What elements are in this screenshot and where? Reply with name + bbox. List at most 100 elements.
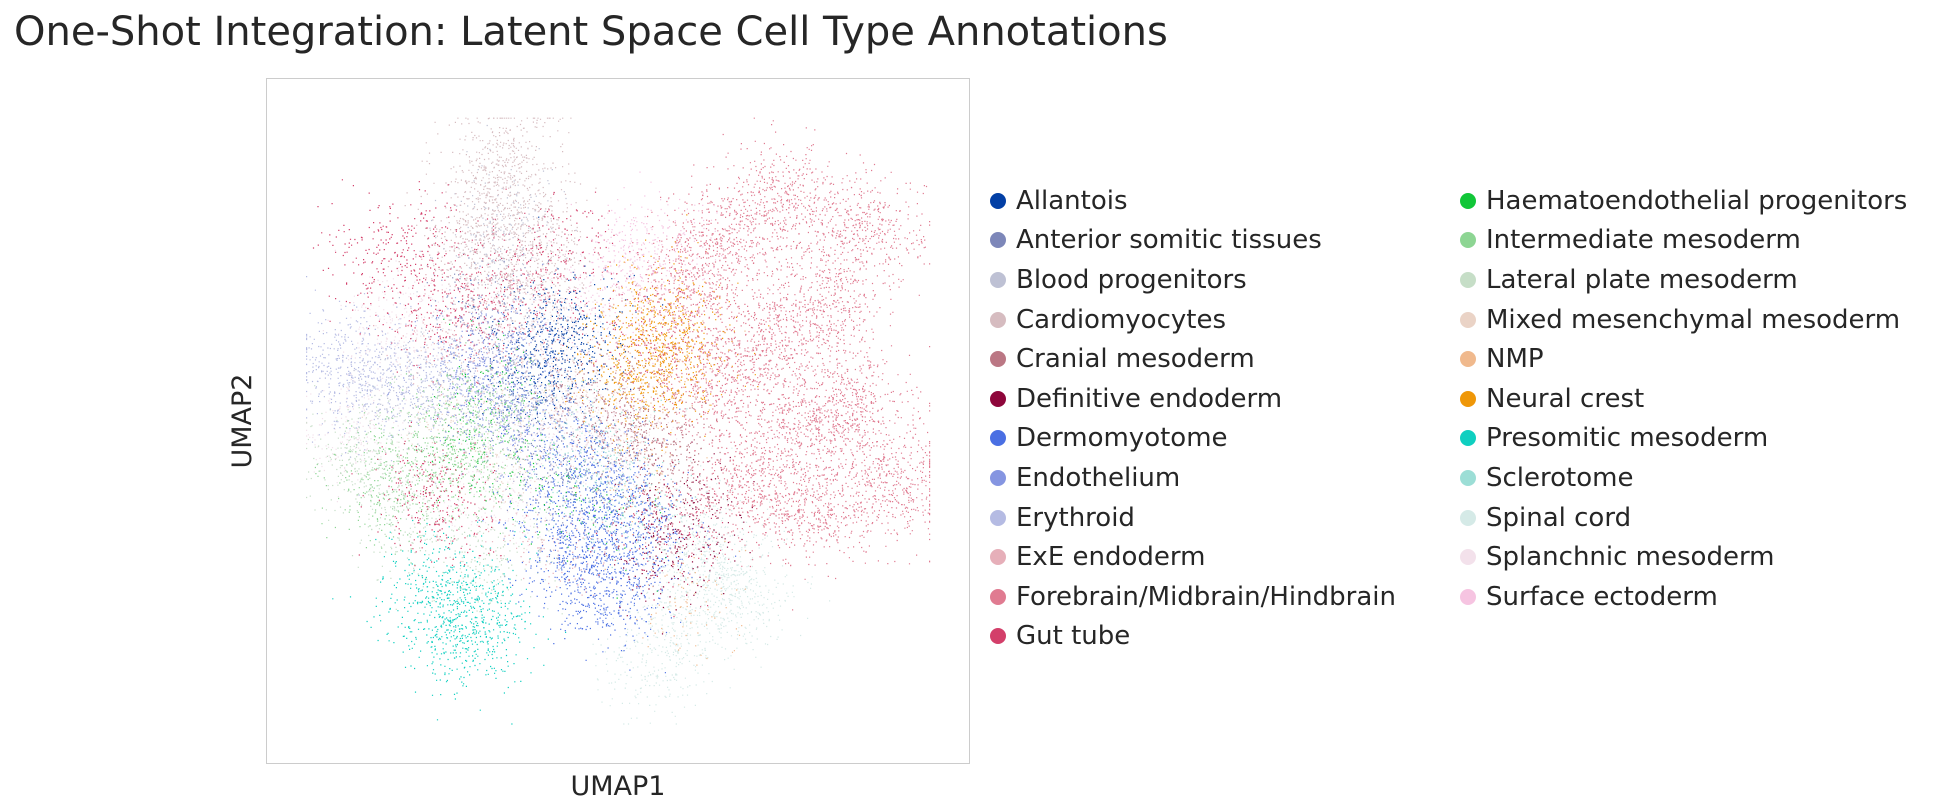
legend-label: Sclerotome xyxy=(1486,462,1634,493)
chart-title: One-Shot Integration: Latent Space Cell … xyxy=(14,9,1168,55)
legend-item: Lateral plate mesoderm xyxy=(1460,260,1907,300)
legend-label: Presomitic mesoderm xyxy=(1486,423,1769,454)
scatter-points-spinal-cord xyxy=(658,518,831,668)
scatter-points-gut-tube xyxy=(359,245,507,410)
legend-label: Blood progenitors xyxy=(1016,264,1247,295)
legend-item: Blood progenitors xyxy=(990,260,1396,300)
legend-item: Neural crest xyxy=(1460,379,1907,419)
legend-marker xyxy=(990,192,1006,209)
scatter-points-cranial-mesoderm xyxy=(553,369,718,528)
legend-item: Endothelium xyxy=(990,458,1396,498)
legend-marker xyxy=(1460,509,1476,526)
scatter-points-blood-progenitors xyxy=(435,124,577,281)
scatter-points-lateral-plate-mesoderm xyxy=(419,495,563,615)
scatter-points-cardiomyocytes xyxy=(421,117,572,254)
legend-item: Erythroid xyxy=(990,498,1396,538)
x-axis-label: UMAP1 xyxy=(570,771,666,802)
scatter-points-presomitic-mesoderm xyxy=(402,552,567,725)
scatter-points-endothelium xyxy=(445,354,609,483)
scatter-points-cranial-mesoderm xyxy=(529,337,678,474)
scatter-points-dermomyotome xyxy=(503,504,679,674)
legend-item: Cardiomyocytes xyxy=(990,300,1396,340)
legend-marker xyxy=(1460,549,1476,566)
legend-label: Neural crest xyxy=(1486,383,1645,414)
scatter-points-mixed-mesenchymal-mesoderm xyxy=(490,286,637,444)
legend-item: Haematoendothelial progenitors xyxy=(1460,181,1907,221)
scatter-points-cardiomyocytes xyxy=(461,158,597,296)
legend-item: Presomitic mesoderm xyxy=(1460,419,1907,459)
legend-marker xyxy=(1460,588,1476,605)
scatter-points-forebrain-midbrain-hindbrain xyxy=(642,272,844,466)
legend-label: Forebrain/Midbrain/Hindbrain xyxy=(1016,581,1396,612)
scatter-points-dermomyotome xyxy=(478,486,657,649)
scatter-points-lateral-plate-mesoderm xyxy=(306,381,435,518)
legend-marker xyxy=(1460,430,1476,447)
scatter-points-spinal-cord xyxy=(659,514,786,637)
legend-marker xyxy=(990,232,1006,249)
legend-label: Cardiomyocytes xyxy=(1016,304,1226,335)
legend-marker xyxy=(1460,192,1476,209)
umap-scatter xyxy=(306,117,931,725)
legend-marker xyxy=(1460,232,1476,249)
scatter-points-allantois xyxy=(492,291,626,442)
scatter-points-neural-crest xyxy=(580,255,726,433)
legend-item: Definitive endoderm xyxy=(990,379,1396,419)
legend-label: Mixed mesenchymal mesoderm xyxy=(1486,304,1901,335)
legend-label: Splanchnic mesoderm xyxy=(1486,542,1775,573)
legend-item: Forebrain/Midbrain/Hindbrain xyxy=(990,577,1396,617)
legend-item: Dermomyotome xyxy=(990,419,1396,459)
legend-label: Endothelium xyxy=(1016,462,1181,493)
scatter-points-surface-ectoderm xyxy=(580,171,731,313)
legend-item: Intermediate mesoderm xyxy=(1460,221,1907,261)
legend-item: Anterior somitic tissues xyxy=(990,221,1396,261)
legend-marker xyxy=(1460,271,1476,288)
legend-column-1: Allantois Anterior somitic tissues Blood p… xyxy=(990,181,1396,656)
scatter-points-forebrain-midbrain-hindbrain xyxy=(647,174,811,355)
scatter-points-gut-tube xyxy=(312,179,437,344)
legend-marker xyxy=(990,509,1006,526)
legend-item: Sclerotome xyxy=(1460,458,1907,498)
legend-marker xyxy=(990,311,1006,328)
legend-item: Surface ectoderm xyxy=(1460,577,1907,617)
scatter-points-gut-tube xyxy=(351,406,502,566)
legend-label: Cranial mesoderm xyxy=(1016,344,1255,375)
scatter-points-forebrain-midbrain-hindbrain xyxy=(757,325,931,483)
legend-item: Mixed mesenchymal mesoderm xyxy=(1460,300,1907,340)
y-axis-label: UMAP2 xyxy=(227,373,258,469)
legend-label: Dermomyotome xyxy=(1016,423,1228,454)
scatter-points-mixed-mesenchymal-mesoderm xyxy=(361,323,519,473)
legend-marker xyxy=(990,351,1006,368)
scatter-points-forebrain-midbrain-hindbrain xyxy=(594,209,756,393)
legend-item: Splanchnic mesoderm xyxy=(1460,537,1907,577)
scatter-points-gut-tube xyxy=(572,290,718,416)
legend-label: ExE endoderm xyxy=(1016,542,1206,573)
legend-marker xyxy=(990,469,1006,486)
legend-marker xyxy=(990,271,1006,288)
legend-label: Anterior somitic tissues xyxy=(1016,225,1322,256)
legend-label: Haematoendothelial progenitors xyxy=(1486,185,1908,216)
legend-item: Spinal cord xyxy=(1460,498,1907,538)
scatter-points-forebrain-midbrain-hindbrain xyxy=(711,345,885,504)
legend-marker xyxy=(990,430,1006,447)
legend-label: Gut tube xyxy=(1016,621,1131,652)
legend-item: Cranial mesoderm xyxy=(990,339,1396,379)
scatter-points-dermomyotome xyxy=(501,376,651,546)
legend-label: Allantois xyxy=(1016,185,1128,216)
scatter-points-splanchnic-mesoderm xyxy=(419,411,587,551)
legend-marker xyxy=(1460,311,1476,328)
legend-marker xyxy=(990,549,1006,566)
scatter-points-erythroid xyxy=(306,276,419,456)
legend-label: Spinal cord xyxy=(1486,502,1632,533)
legend-marker xyxy=(990,628,1006,645)
scatter-points-gut-tube xyxy=(581,471,767,618)
legend-label: Erythroid xyxy=(1016,502,1135,533)
scatter-points-erythroid xyxy=(306,305,469,496)
legend-label: Lateral plate mesoderm xyxy=(1486,264,1798,295)
scatter-points-anterior-somitic-tissues xyxy=(461,368,613,517)
legend-marker xyxy=(1460,469,1476,486)
scatter-points-forebrain-midbrain-hindbrain xyxy=(731,209,920,384)
scatter-points-definitive-endoderm xyxy=(625,402,753,568)
legend-label: Definitive endoderm xyxy=(1016,383,1283,414)
legend-item: ExE endoderm xyxy=(990,537,1396,577)
legend-marker xyxy=(1460,390,1476,407)
